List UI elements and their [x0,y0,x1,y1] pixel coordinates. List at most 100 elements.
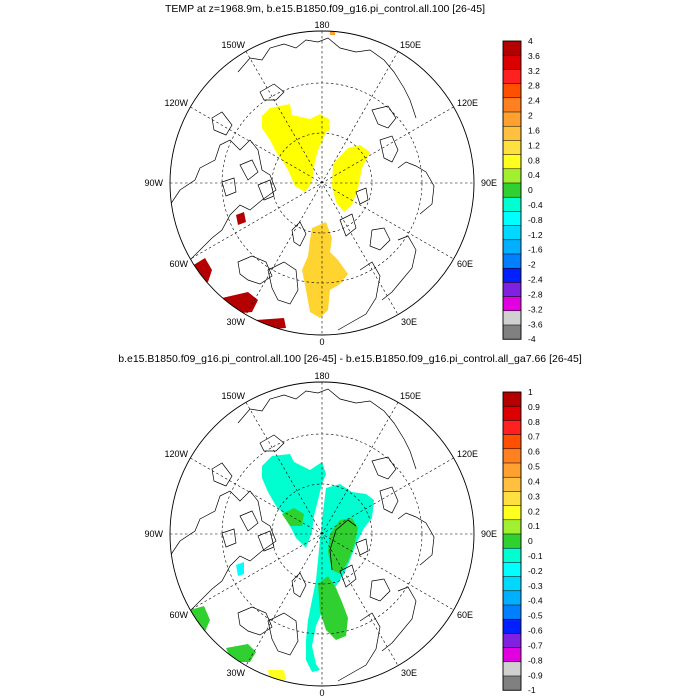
colorbar-swatch [502,647,522,663]
warm-anomaly-region [262,104,330,192]
colorbar-swatch [502,420,522,436]
colorbar-tick-label: -0.1 [528,551,543,561]
colorbar-swatch [502,576,522,592]
colorbar-tick-label: 2 [528,111,533,121]
colorbar-swatch [502,533,522,549]
colorbar-swatch [502,405,522,421]
positive-diff-region [282,508,304,526]
colorbar-frame [502,40,522,340]
colorbar-swatch [502,154,522,170]
panel-1: TEMP at z=1968.9m, b.e15.B1850.f09_g16.p… [144,3,542,347]
colorbar-swatch [502,590,522,606]
lon-label: 0 [319,688,324,698]
hot-spot [236,212,246,225]
colorbar-tick-label: 3.6 [528,51,540,61]
graticule [170,382,474,686]
colorbar-swatch [502,83,522,99]
negative-diff-region [306,484,374,672]
lon-label: 180 [314,20,329,30]
lon-label: 90W [144,178,163,188]
positive-diff-region [318,576,348,640]
colorbar-swatch [502,476,522,492]
colorbar-swatch [502,448,522,464]
colorbar-tick-label: -0.3 [528,581,543,591]
colorbar-tick-label: 0.5 [528,462,540,472]
colorbar-tick-label: -0.6 [528,626,543,636]
colorbar-tick-label: 0.4 [528,170,540,180]
colorbar-swatch [502,661,522,677]
colorbar-swatch [502,239,522,255]
colorbar-swatch [502,618,522,634]
colorbar-swatch [502,125,522,141]
colorbar-swatch [502,111,522,127]
colorbar-swatch [502,253,522,269]
colorbar-tick-label: -0.2 [528,566,543,576]
colorbar-tick-label: 1.2 [528,140,540,150]
panel-2-map [170,382,474,686]
lon-label: 60E [457,610,473,620]
colorbar-tick-label: -2.4 [528,275,543,285]
colorbar-tick-label: -1 [528,685,536,695]
warm-anomaly-region [315,116,330,134]
colorbar-tick-label: 0.2 [528,506,540,516]
lon-label: 60W [169,610,188,620]
colorbar-tick-label: -2.8 [528,290,543,300]
lon-label: 150E [400,40,421,50]
lon-label: 150E [400,391,421,401]
colorbar-tick-label: 0.6 [528,447,540,457]
warm-anomaly-region [332,145,370,212]
colorbar-tick-label: -3.6 [528,319,543,329]
hot-spot [256,318,286,330]
graticule [170,31,474,335]
coastlines [170,37,435,331]
colorbar-tick-label: -4 [528,334,536,344]
colorbar-tick-label: -3.2 [528,304,543,314]
colorbar-swatch [502,211,522,227]
panel-2: b.e15.B1850.f09_g16.pi_control.all.100 [… [118,353,582,698]
negative-diff-region [236,562,244,576]
positive-diff-region [268,670,286,682]
panel-2-colorbar: 1 0.9 0.8 0.7 0.6 0.5 0.4 0.3 0.2 0.1 0 -0.1 -0.2 -0.… [502,387,543,695]
panel-1-colorbar: 4 3.6 3.2 2.8 2.4 2 1.6 1.2 0.8 0.4 0 -0.4 -0.8 -1.2 -… [502,36,543,344]
colorbar-swatch [502,604,522,620]
colorbar-swatch [502,519,522,535]
lon-label: 60W [169,259,188,269]
colorbar-tick-label: -0.4 [528,200,543,210]
lon-label: 30W [226,668,245,678]
colorbar-swatch [502,462,522,478]
panel-2-title: b.e15.B1850.f09_g16.pi_control.all.100 [… [118,353,582,365]
lon-label: 120E [457,98,478,108]
lon-label: 0 [319,337,324,347]
colorbar-tick-label: -0.5 [528,611,543,621]
colorbar-swatch [502,324,522,340]
colorbar-swatch [502,562,522,578]
colorbar-tick-label: -0.8 [528,215,543,225]
colorbar-tick-label: 0 [528,185,533,195]
colorbar-swatch [502,282,522,298]
colorbar-tick-label: 0.1 [528,521,540,531]
lon-label: 150W [221,391,245,401]
colorbar-swatch [502,97,522,113]
contour-line [329,519,357,571]
colorbar-swatch [502,505,522,521]
colorbar-swatch [502,391,522,407]
coastlines [170,388,435,682]
panel-1-title: TEMP at z=1968.9m, b.e15.B1850.f09_g16.p… [165,3,485,15]
colorbar-tick-label: 4 [528,36,533,46]
hot-spot [190,258,212,282]
positive-diff-region [190,606,210,634]
map-boundary [169,381,475,687]
colorbar-swatch [502,633,522,649]
colorbar-swatch [502,491,522,507]
colorbar-swatch [502,54,522,70]
lon-label: 90E [481,178,497,188]
panel-1-lon-labels: 180 0 90W 90E 150W 150E 120W 120E 60W 60… [144,20,497,347]
colorbar-tick-label: 0.7 [528,432,540,442]
colorbar-swatch [502,310,522,326]
map-boundary [169,30,475,336]
colorbar-tick-label: 2.4 [528,96,540,106]
colorbar-tick-label: -0.9 [528,670,543,680]
lon-label: 30E [401,317,417,327]
colorbar-swatch [502,182,522,198]
